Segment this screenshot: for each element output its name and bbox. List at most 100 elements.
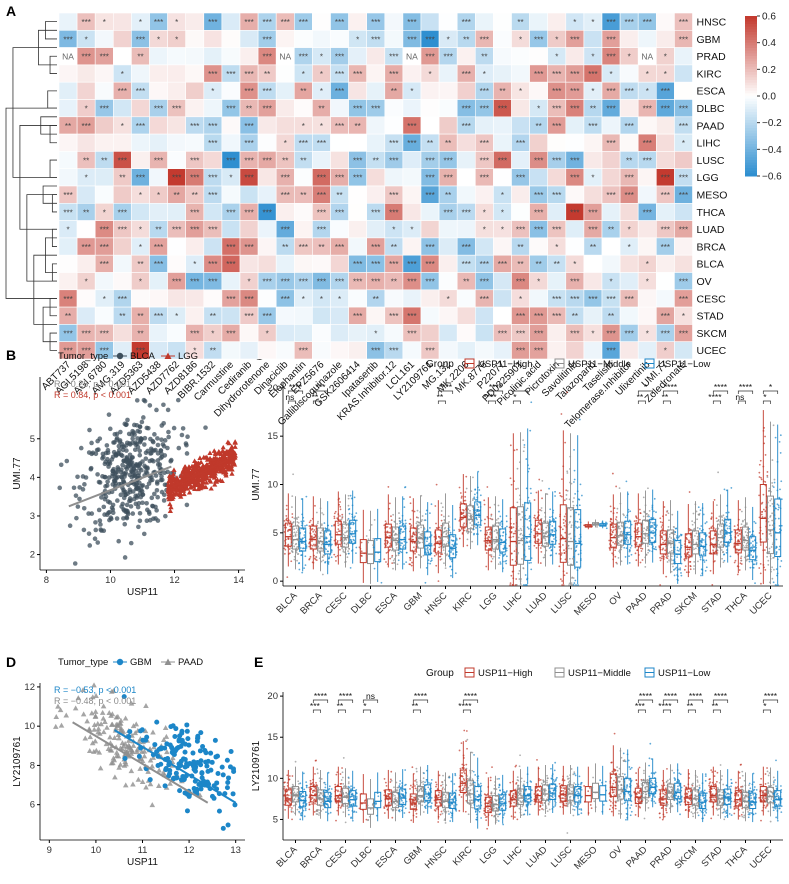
- scatter-point: [116, 450, 121, 456]
- heatmap-star: ***: [552, 226, 561, 235]
- jitter-point: [380, 581, 383, 584]
- heatmap-star: ***: [407, 278, 416, 287]
- heatmap-cell: [58, 151, 78, 169]
- heatmap-star: ***: [443, 53, 452, 62]
- scatter-point: [122, 521, 128, 527]
- jitter-point: [526, 507, 529, 510]
- heatmap-cell: [221, 12, 241, 31]
- jitter-point: [565, 498, 568, 500]
- heatmap-cell: [257, 289, 277, 308]
- heatmap-cell: [655, 151, 675, 169]
- jitter-point: [293, 517, 296, 520]
- scatter-point: [230, 791, 236, 797]
- legend-title: Tumor_type: [58, 351, 108, 362]
- scatter-point: [147, 511, 152, 516]
- heatmap-star: *: [139, 226, 142, 235]
- heatmap-star: ***: [679, 35, 688, 44]
- scatter-point: [156, 783, 162, 789]
- jitter-point: [640, 550, 643, 552]
- heatmap-star: ***: [588, 208, 597, 217]
- heatmap-star: ***: [371, 35, 380, 44]
- jitter-point: [413, 533, 416, 535]
- heatmap-star: ***: [443, 156, 452, 165]
- jitter-point: [522, 584, 525, 586]
- jitter-point: [294, 543, 297, 546]
- jitter-point: [555, 552, 558, 555]
- heatmap-star: ***: [100, 347, 109, 356]
- jitter-point: [578, 418, 581, 421]
- heatmap-star: ***: [335, 53, 344, 62]
- jitter-point: [549, 545, 552, 548]
- box-gbm-1: [415, 494, 426, 569]
- heatmap-cell: [438, 220, 458, 239]
- heatmap-star: *: [320, 53, 323, 62]
- jitter-point: [521, 511, 524, 513]
- heatmap-star: *: [302, 122, 305, 131]
- scatter-point: [75, 504, 81, 509]
- jitter-point: [336, 531, 338, 534]
- heatmap-cell: [149, 324, 168, 342]
- heatmap-cell: [474, 185, 494, 204]
- jitter-point: [410, 564, 413, 567]
- scatter-point: [80, 474, 86, 479]
- heatmap-cell: [583, 133, 603, 152]
- box-body: [524, 502, 532, 561]
- jitter-point: [365, 535, 368, 537]
- jitter-point: [612, 529, 615, 532]
- scatter-point: [132, 482, 137, 487]
- heatmap-star: ***: [335, 18, 344, 27]
- jitter-point: [498, 557, 500, 559]
- heatmap-star: ***: [516, 278, 525, 287]
- heatmap-cell: [330, 254, 349, 273]
- scatter-point: [144, 500, 149, 506]
- box-blca-0: [283, 493, 294, 579]
- heatmap-star: ***: [244, 312, 253, 321]
- heatmap-star: ***: [262, 278, 271, 287]
- heatmap-row-label: PRAD: [697, 51, 727, 63]
- jitter-point: [516, 501, 519, 504]
- heatmap-star: ***: [534, 156, 543, 165]
- heatmap-star: ***: [462, 122, 471, 131]
- heatmap-star: **: [174, 191, 180, 200]
- jitter-point: [286, 576, 289, 579]
- x-tick-label: LUSC: [549, 590, 575, 616]
- heatmap-cell: [203, 237, 223, 256]
- scatter-point: [82, 482, 87, 487]
- heatmap-star: *: [628, 53, 631, 62]
- jitter-point: [426, 538, 429, 540]
- jitter-point: [412, 538, 415, 541]
- heatmap-star: ***: [353, 260, 362, 269]
- jitter-point: [505, 555, 508, 558]
- jitter-point: [459, 492, 462, 494]
- heatmap-cell: [58, 168, 78, 187]
- heatmap-star: ***: [190, 208, 199, 217]
- jitter-point: [392, 513, 395, 516]
- heatmap-cell: [583, 185, 603, 204]
- heatmap-star: *: [573, 18, 576, 27]
- jitter-point: [626, 531, 629, 534]
- jitter-point: [617, 536, 620, 539]
- scatter-point: [115, 498, 120, 503]
- heatmap-star: ***: [679, 295, 688, 304]
- jitter-point: [630, 544, 633, 547]
- heatmap-star: **: [65, 122, 71, 131]
- heatmap-star: **: [210, 347, 216, 356]
- heatmap-star: ***: [462, 243, 471, 252]
- heatmap-cell: [384, 99, 404, 118]
- heatmap-star: ***: [498, 329, 507, 338]
- jitter-point: [286, 523, 289, 526]
- jitter-point: [450, 574, 452, 577]
- jitter-point: [530, 568, 533, 571]
- heatmap-star: **: [554, 260, 560, 269]
- jitter-point: [285, 508, 288, 511]
- colorbar-tick-label: −0.4: [762, 145, 782, 156]
- jitter-point: [330, 543, 333, 546]
- heatmap-star: ***: [118, 208, 127, 217]
- scatter-point: [81, 505, 87, 511]
- jitter-point: [578, 537, 581, 540]
- x-tick-label: ESCA: [374, 590, 401, 617]
- jitter-point: [612, 526, 615, 529]
- heatmap-star: ***: [244, 122, 253, 131]
- heatmap-dendrogram: [5, 21, 57, 351]
- scatter-point: [136, 524, 141, 530]
